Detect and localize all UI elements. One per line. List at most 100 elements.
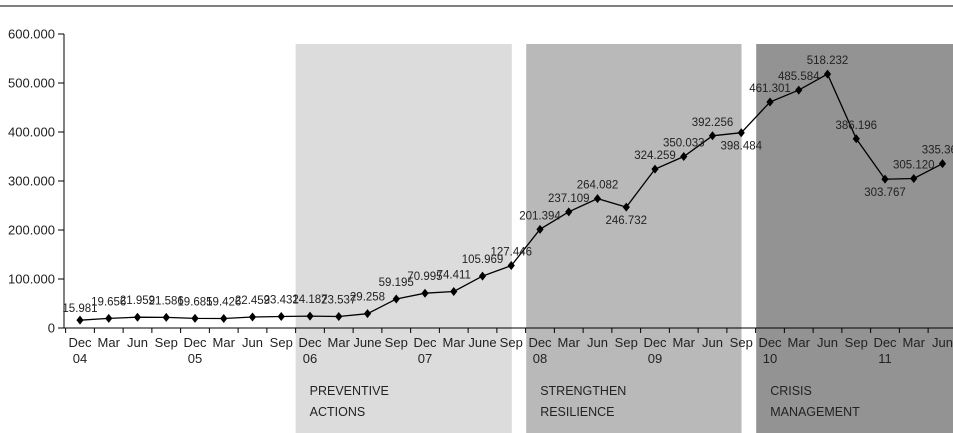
data-label: 23.537 <box>321 294 356 306</box>
data-point <box>248 312 257 322</box>
x-tick-label: Dec <box>413 335 437 350</box>
data-point <box>593 194 602 204</box>
data-label: 70.995 <box>407 271 442 283</box>
data-label: 518.232 <box>807 55 849 67</box>
y-tick-label: 600.000 <box>8 27 55 42</box>
x-tick-label: Dec <box>873 335 897 350</box>
x-tick-label: Sep <box>270 335 293 350</box>
y-tick-label: 400.000 <box>8 125 55 140</box>
data-label: 19.685 <box>177 296 212 308</box>
x-tick-label: Dec <box>643 335 667 350</box>
data-point <box>651 164 659 174</box>
x-tick-label: Mar <box>328 335 351 350</box>
phase-band-1 <box>295 44 512 433</box>
data-point <box>708 131 717 141</box>
phase-label-3-line1: CRISIS <box>770 384 812 398</box>
data-label: 392.256 <box>692 117 734 129</box>
x-tick-label: Sep <box>155 335 178 350</box>
data-point <box>910 173 918 183</box>
phase-label-2-line2: RESILIENCE <box>540 405 614 419</box>
data-label: 264.082 <box>577 180 619 192</box>
x-tick-label: June <box>353 335 381 350</box>
x-tick-label: Mar <box>98 335 121 350</box>
y-tick-label: 500.000 <box>8 76 55 91</box>
x-tick-label: Sep <box>500 335 523 350</box>
data-point <box>766 97 774 107</box>
data-point <box>622 202 630 212</box>
data-point <box>565 207 573 217</box>
data-label: 305.120 <box>893 159 935 171</box>
phase-label-1-line1: PREVENTIVE <box>310 384 389 398</box>
data-point <box>306 311 314 321</box>
phase-band-3 <box>756 44 953 433</box>
x-tick-label: Mar <box>903 335 926 350</box>
data-label: 74.411 <box>437 270 471 282</box>
x-year-label: 10 <box>763 351 777 366</box>
data-label: 21.586 <box>149 295 184 307</box>
x-tick-label: Dec <box>758 335 782 350</box>
x-tick-label: Jun <box>242 335 263 350</box>
data-point <box>680 151 688 161</box>
phase-band-2 <box>526 44 742 433</box>
x-tick-label: Sep <box>845 335 868 350</box>
data-label: 22.459 <box>235 295 270 307</box>
data-label: 59.195 <box>379 277 414 289</box>
data-point <box>421 288 429 298</box>
x-tick-label: Dec <box>183 335 207 350</box>
phase-bands: PREVENTIVE ACTIONS STRENGTHEN RESILIENCE CRI… <box>295 44 953 433</box>
data-point <box>277 312 285 322</box>
x-tick-label: June <box>468 335 496 350</box>
x-tick-label: Mar <box>558 335 581 350</box>
data-labels: 15.98119.65621.95921.58619.68519.42622.4… <box>62 55 953 315</box>
data-point <box>795 85 803 95</box>
data-point <box>536 224 544 234</box>
y-tick-label: 200.000 <box>8 223 55 238</box>
x-year-label: 05 <box>188 351 202 366</box>
data-point <box>162 312 170 322</box>
data-label: 29.258 <box>350 292 385 304</box>
phase-label-3-line2: MANAGEMENT <box>770 405 860 419</box>
x-tick-label: Sep <box>615 335 638 350</box>
data-points <box>76 69 947 325</box>
x-year-label: 07 <box>418 351 432 366</box>
x-tick-label: Mar <box>788 335 811 350</box>
data-label: 24.187 <box>292 294 327 306</box>
data-point <box>363 309 372 319</box>
x-tick-label: Mar <box>443 335 466 350</box>
x-year-label: 08 <box>533 351 547 366</box>
data-point <box>823 69 832 79</box>
x-tick-label: Jun <box>587 335 608 350</box>
data-label: 15.981 <box>62 303 97 315</box>
phase-label-1-line2: ACTIONS <box>310 405 366 419</box>
data-label: 350.033 <box>663 137 705 149</box>
x-year-label: 11 <box>878 351 892 366</box>
data-point <box>450 287 458 297</box>
axes: 0 100.000 200.000 300.000 400.000 500.000 600.… <box>8 27 953 366</box>
data-label: 303.767 <box>864 187 906 199</box>
data-point <box>133 312 142 322</box>
y-tick-label: 100.000 <box>8 272 55 287</box>
data-point <box>478 271 487 281</box>
y-tick-label: 0 <box>48 321 55 336</box>
data-label: 398.484 <box>720 141 762 153</box>
x-tick-label: Jun <box>702 335 723 350</box>
x-tick-label: Mar <box>213 335 236 350</box>
data-point <box>191 313 199 323</box>
x-tick-label: Jun <box>127 335 148 350</box>
y-tick-label: 300.000 <box>8 174 55 189</box>
data-point <box>938 159 947 169</box>
data-label: 386.196 <box>835 120 877 132</box>
data-point <box>335 311 343 321</box>
x-year-label: 06 <box>303 351 317 366</box>
data-label: 335.369 <box>922 145 953 157</box>
data-point <box>881 174 889 184</box>
data-label: 105.969 <box>462 254 504 266</box>
x-tick-label: Mar <box>673 335 696 350</box>
data-label: 237.109 <box>548 193 590 205</box>
data-point <box>76 315 84 325</box>
data-label: 127.446 <box>490 247 532 259</box>
data-label: 19.656 <box>91 296 126 308</box>
data-point <box>507 261 515 271</box>
